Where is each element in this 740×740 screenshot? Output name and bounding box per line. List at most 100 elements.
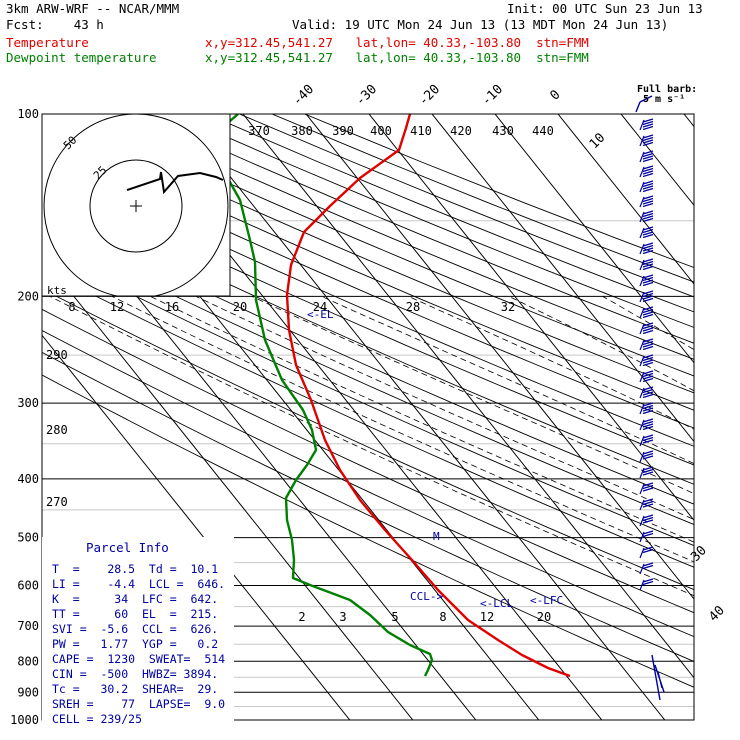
dry-adiabat <box>42 308 694 614</box>
dry-adiabat <box>206 114 694 313</box>
mixing-ratio-label: 12 <box>480 610 494 624</box>
theta-tick-label: 430 <box>492 124 514 138</box>
lfc-annotation: <-LFC <box>530 594 563 607</box>
barb-key-icon <box>635 95 653 113</box>
hodograph-speed-label: 20 <box>233 300 247 314</box>
hodograph-units: kts <box>47 284 67 297</box>
wind-barb-feather <box>642 466 654 476</box>
forecast-hour: Fcst: 43 h <box>6 17 104 32</box>
hodograph-trace <box>126 171 224 195</box>
parcel-row: CELL = 239/25 <box>52 712 143 726</box>
wind-barb-feather <box>642 546 654 554</box>
isotherm <box>494 114 694 364</box>
dry-adiabat <box>42 351 694 663</box>
dry-adiabat <box>42 374 694 688</box>
wind-barb-feather <box>642 482 654 492</box>
pressure-tick-label: 800 <box>17 654 39 668</box>
isotherm <box>620 114 694 207</box>
wind-barb-feather <box>642 354 654 367</box>
model-name: 3km ARW-WRF -- NCAR/MMM <box>6 1 180 16</box>
temperature-tick-label: 40 <box>706 603 728 625</box>
wind-barb-feather <box>642 118 654 131</box>
parcel-row: CAPE = 1230 SWEAT= 514 <box>52 652 226 666</box>
parcel-info-panel <box>42 537 234 727</box>
isotherm <box>42 255 414 720</box>
dry-adiabat <box>42 230 694 526</box>
isotherm <box>305 114 694 600</box>
temperature-tick-label: -10 <box>479 82 506 109</box>
temperature-profile <box>285 114 571 678</box>
wind-barb-feather <box>642 258 654 271</box>
wind-barb-feather <box>642 195 654 208</box>
isotherm <box>179 114 666 720</box>
theta-tick-label: 400 <box>370 124 392 138</box>
theta-tick-label: 370 <box>248 124 270 138</box>
wind-barb-feather <box>642 418 654 431</box>
temperature-tick-label: 30 <box>688 543 710 565</box>
hodograph-speed-label: 16 <box>165 300 179 314</box>
wind-barb-feather <box>642 434 654 444</box>
wind-barb-feather <box>642 498 654 508</box>
plot-frame <box>41 113 695 721</box>
wind-barb-feather <box>642 242 654 255</box>
parcel-row: TT = 60 EL = 215. <box>52 607 219 621</box>
ccl-annotation: CCL-> <box>410 590 443 603</box>
wind-barb-feather <box>642 306 654 319</box>
wind-barb-feather <box>642 562 654 570</box>
pressure-tick-label: 600 <box>17 579 39 593</box>
barb-key-units: 5 m s⁻¹ <box>643 94 686 105</box>
isotherm <box>683 114 694 128</box>
pressure-tick-label: 300 <box>17 396 39 410</box>
wind-barb-feather <box>642 226 654 239</box>
wind-barb-feather <box>642 530 654 538</box>
parcel-row: CIN = -500 HWBZ= 3894. <box>52 667 219 681</box>
hodograph-ring <box>89 159 183 253</box>
temperature-tick-label: -30 <box>353 82 380 109</box>
dry-adiabat <box>42 128 694 411</box>
hodograph-speed-label: 28 <box>406 300 420 314</box>
moist-adiabat <box>251 296 694 495</box>
dry-adiabat <box>42 177 694 466</box>
dry-adiabat <box>42 212 694 505</box>
parcel-row: T = 28.5 Td = 10.1 <box>52 562 219 576</box>
pressure-tick-label: 500 <box>17 531 39 545</box>
pressure-tick-label: 100 <box>17 107 39 121</box>
theta-e-tick-label: 280 <box>46 423 68 437</box>
dewpoint-legend: Dewpoint temperature <box>6 50 157 65</box>
wind-barb-feather <box>642 165 654 178</box>
dry-adiabat <box>42 288 694 591</box>
mixing-ratio-label: 3 <box>339 610 346 624</box>
el-annotation: <-EL <box>307 308 334 321</box>
dry-adiabat <box>42 330 694 638</box>
dry-adiabat <box>108 114 694 360</box>
theta-e-tick-label: 290 <box>46 348 68 362</box>
lcl-annotation: <-LCL <box>480 597 513 610</box>
hodograph-speed-label: 12 <box>110 300 124 314</box>
dry-adiabat <box>43 114 694 394</box>
barb-key-label: Full barb: <box>637 84 698 95</box>
hodograph-speed-label: 32 <box>501 300 515 314</box>
theta-tick-label: 410 <box>410 124 432 138</box>
hodograph-ring <box>43 114 229 296</box>
init-time: Init: 00 UTC Sun 23 Jun 13 <box>507 1 703 16</box>
hodograph-speed-label: 8 <box>68 300 75 314</box>
mixing-ratio-label: 5 <box>391 610 398 624</box>
wind-barb-feather <box>642 134 654 147</box>
wind-barb-feather <box>642 514 654 524</box>
temperature-tick-label: -20 <box>416 82 443 109</box>
temperature-tick-label: -40 <box>290 82 317 109</box>
theta-tick-label: 390 <box>332 124 354 138</box>
wind-barb-feather <box>642 450 654 460</box>
dry-adiabat <box>42 194 694 485</box>
mixing-ratio-label: 20 <box>537 610 551 624</box>
wind-barb-feather <box>642 578 654 586</box>
moist-adiabat <box>195 296 694 521</box>
temperature-tick-label: 0 <box>547 87 563 103</box>
theta-tick-label: 440 <box>532 124 554 138</box>
wind-barb-feather <box>642 274 654 287</box>
theta-tick-label: 380 <box>291 124 313 138</box>
wind-barb-feather <box>642 338 654 351</box>
parcel-row: LI = -4.4 LCL = 646. <box>52 577 226 591</box>
wind-barb-feather <box>642 370 654 383</box>
